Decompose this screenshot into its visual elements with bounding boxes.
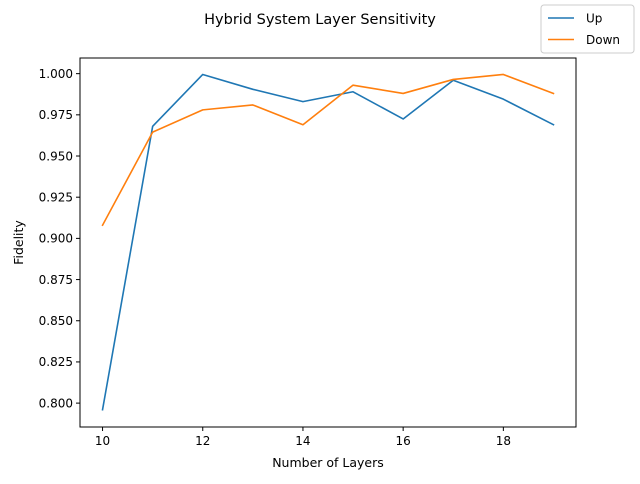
y-tick-label: 0.975 <box>39 108 73 122</box>
legend: Up Down <box>540 4 635 54</box>
plot-frame <box>79 57 577 428</box>
y-axis: 0.800 0.825 0.850 0.875 0.900 0.925 0.950 0.975… <box>39 67 80 410</box>
y-tick-label: 1.000 <box>39 67 73 81</box>
legend-label-up: Up <box>586 11 602 25</box>
legend-label-down: Down <box>586 33 620 47</box>
y-tick-label: 0.925 <box>39 190 73 204</box>
series-line-down <box>101 73 555 227</box>
legend-box <box>540 4 635 54</box>
x-axis-label: Number of Layers <box>272 455 384 470</box>
x-tick-label: 12 <box>195 434 210 448</box>
x-tick-label: 14 <box>295 434 310 448</box>
x-tick-label: 18 <box>496 434 511 448</box>
y-axis-label: Fidelity <box>11 220 26 265</box>
x-tick-label: 10 <box>95 434 110 448</box>
series-layer <box>101 73 555 411</box>
y-tick-label: 0.875 <box>39 273 73 287</box>
chart-title: Hybrid System Layer Sensitivity <box>204 12 436 28</box>
x-axis: 10 12 14 16 18 <box>95 427 511 448</box>
y-tick-label: 0.800 <box>39 396 73 410</box>
y-tick-label: 0.825 <box>39 355 73 369</box>
y-tick-label: 0.950 <box>39 149 73 163</box>
y-tick-label: 0.850 <box>39 314 73 328</box>
x-tick-label: 16 <box>396 434 411 448</box>
series-line-up <box>101 73 555 411</box>
y-tick-label: 0.900 <box>39 232 73 246</box>
